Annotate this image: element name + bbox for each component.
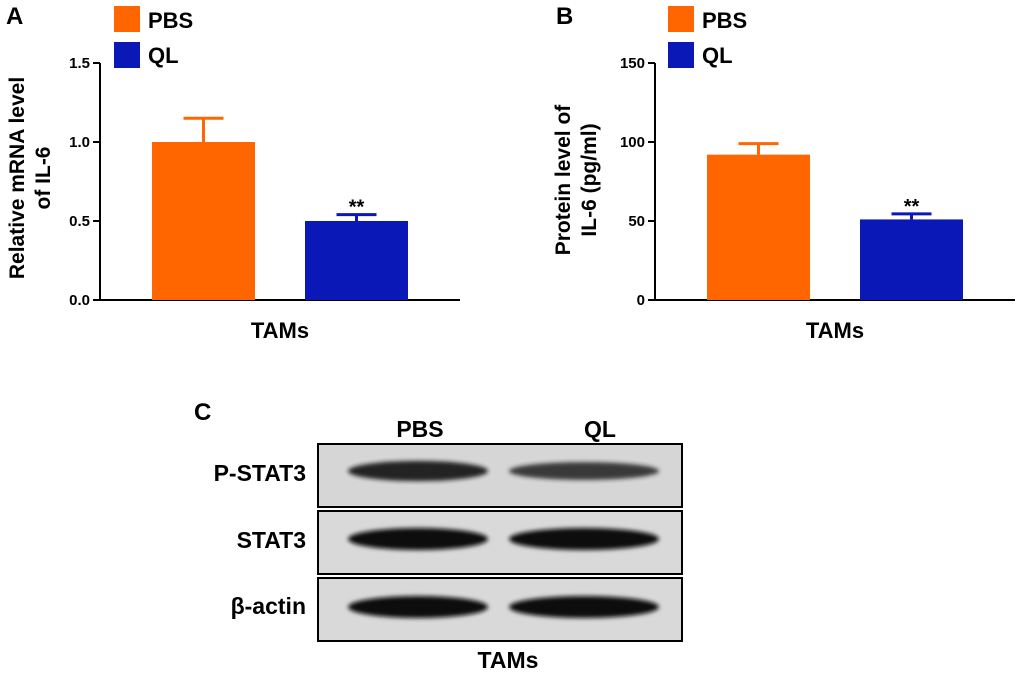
- panel-a-y-tick-label: 0.5: [69, 213, 90, 230]
- blot-row-label-pstat3: P-STAT3: [214, 460, 306, 486]
- blot-row-label-bactin: β-actin: [231, 593, 306, 619]
- panel-b-xlabel: TAMs: [806, 318, 864, 343]
- panel-a-ylabel-line1: Relative mRNA level: [6, 77, 29, 279]
- panel-a-y-tick-label: 1.5: [69, 55, 90, 72]
- panel-b-ylabel-line2: IL-6 (pg/ml): [578, 123, 601, 236]
- panel-b-legend-ql-swatch: [668, 42, 694, 68]
- panel-a-ylabel-line2: of IL-6: [32, 147, 55, 210]
- panel-c: C PBS QL P-STAT3 STAT3 β-actin TAMs: [194, 399, 683, 673]
- panel-b-plot: 0 50 100 150 **: [620, 55, 1015, 309]
- panel-b-ylabel-line1: Protein level of: [552, 104, 575, 256]
- panel-b: B PBS QL Protein level of IL-6 (pg/ml) 0…: [552, 3, 1015, 343]
- blot-band-stat3-pbs: [348, 528, 488, 550]
- panel-b-bar-pbs: [707, 154, 810, 300]
- panel-b-y-tick-label: 0: [637, 292, 645, 309]
- blot-band-stat3-ql: [509, 528, 659, 550]
- panel-a-significance-mark: **: [349, 197, 365, 219]
- blot-column-ql: QL: [584, 416, 616, 442]
- panel-a-legend-ql-swatch: [114, 42, 140, 68]
- panel-a-legend-ql-label: QL: [148, 43, 179, 68]
- panel-a-bar-ql: [305, 221, 408, 300]
- blot-bands: [348, 460, 659, 618]
- panel-b-letter: B: [556, 3, 573, 30]
- blot-band-pstat3-pbs: [348, 460, 488, 482]
- panel-b-y-tick-label: 150: [620, 55, 645, 72]
- panel-a-y-tick-label: 1.0: [69, 134, 90, 151]
- panel-b-ylabel: Protein level of IL-6 (pg/ml): [552, 104, 601, 256]
- panel-a-plot: 0.0 0.5 1.0 1.5 **: [69, 55, 460, 309]
- panel-a-legend-pbs-swatch: [114, 6, 140, 32]
- panel-a-y-tick-label: 0.0: [69, 292, 90, 309]
- panel-a-bar-pbs: [152, 142, 255, 300]
- panel-c-letter: C: [194, 399, 211, 426]
- blot-row-label-stat3: STAT3: [237, 527, 306, 553]
- panel-b-legend-pbs-label: PBS: [702, 8, 747, 33]
- blot-band-actin-ql: [509, 596, 659, 618]
- panel-b-legend-ql-label: QL: [702, 43, 733, 68]
- panel-a-xlabel: TAMs: [251, 318, 309, 343]
- panel-b-legend-pbs-swatch: [668, 6, 694, 32]
- panel-b-significance-mark: **: [904, 196, 920, 218]
- panel-b-bar-ql: [860, 219, 963, 300]
- panel-b-y-tick-label: 50: [628, 213, 645, 230]
- panel-a-letter: A: [6, 3, 23, 30]
- blot-band-actin-pbs: [348, 596, 488, 618]
- panel-a-ylabel: Relative mRNA level of IL-6: [6, 77, 55, 279]
- panel-a: A PBS QL Relative mRNA level of IL-6 0.0…: [6, 3, 460, 343]
- panel-b-y-tick-label: 100: [620, 134, 645, 151]
- blot-band-pstat3-ql: [509, 462, 659, 480]
- panel-a-legend-pbs-label: PBS: [148, 8, 193, 33]
- blot-xlabel: TAMs: [478, 647, 539, 673]
- blot-column-pbs: PBS: [396, 416, 443, 442]
